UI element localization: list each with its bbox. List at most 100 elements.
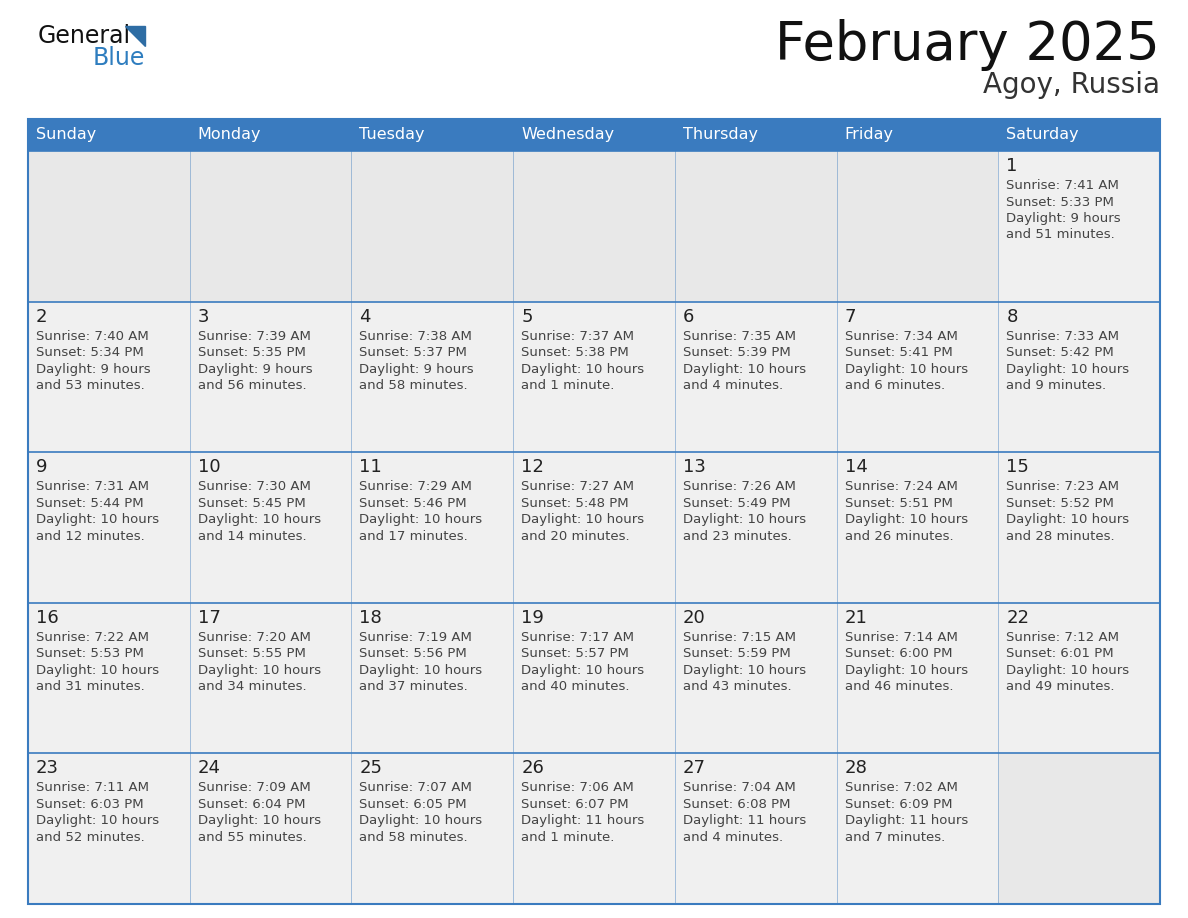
Bar xyxy=(675,754,836,904)
Text: Sunset: 5:34 PM: Sunset: 5:34 PM xyxy=(36,346,144,359)
Text: and 51 minutes.: and 51 minutes. xyxy=(1006,229,1116,241)
Text: Saturday: Saturday xyxy=(1006,128,1079,142)
Bar xyxy=(190,302,352,453)
Text: Sunset: 5:35 PM: Sunset: 5:35 PM xyxy=(197,346,305,359)
Bar xyxy=(190,453,352,603)
Text: Sunrise: 7:31 AM: Sunrise: 7:31 AM xyxy=(36,480,148,493)
Bar xyxy=(29,302,190,453)
Text: Wednesday: Wednesday xyxy=(522,128,614,142)
Text: Daylight: 10 hours: Daylight: 10 hours xyxy=(36,814,159,827)
Bar xyxy=(836,302,998,453)
Text: Sunrise: 7:22 AM: Sunrise: 7:22 AM xyxy=(36,631,148,644)
Bar xyxy=(190,603,352,754)
Text: Sunrise: 7:40 AM: Sunrise: 7:40 AM xyxy=(36,330,148,342)
Bar xyxy=(29,453,190,603)
Bar xyxy=(836,603,998,754)
Text: 12: 12 xyxy=(522,458,544,476)
Text: Sunrise: 7:15 AM: Sunrise: 7:15 AM xyxy=(683,631,796,644)
Bar xyxy=(352,754,513,904)
Text: Sunrise: 7:14 AM: Sunrise: 7:14 AM xyxy=(845,631,958,644)
Text: 3: 3 xyxy=(197,308,209,326)
Text: and 58 minutes.: and 58 minutes. xyxy=(360,831,468,844)
Text: 28: 28 xyxy=(845,759,867,778)
Text: and 28 minutes.: and 28 minutes. xyxy=(1006,530,1114,543)
Text: 5: 5 xyxy=(522,308,532,326)
Text: Sunrise: 7:39 AM: Sunrise: 7:39 AM xyxy=(197,330,310,342)
Text: Daylight: 9 hours: Daylight: 9 hours xyxy=(1006,212,1121,225)
Text: Sunset: 5:33 PM: Sunset: 5:33 PM xyxy=(1006,196,1114,208)
Bar xyxy=(190,754,352,904)
Text: Monday: Monday xyxy=(197,128,261,142)
Text: and 26 minutes.: and 26 minutes. xyxy=(845,530,953,543)
Text: Daylight: 10 hours: Daylight: 10 hours xyxy=(845,363,968,375)
Text: Sunset: 5:51 PM: Sunset: 5:51 PM xyxy=(845,497,953,509)
Text: and 12 minutes.: and 12 minutes. xyxy=(36,530,145,543)
Text: Sunset: 5:55 PM: Sunset: 5:55 PM xyxy=(197,647,305,660)
Text: and 56 minutes.: and 56 minutes. xyxy=(197,379,307,392)
Text: Daylight: 9 hours: Daylight: 9 hours xyxy=(197,363,312,375)
Text: and 43 minutes.: and 43 minutes. xyxy=(683,680,791,693)
Text: Sunday: Sunday xyxy=(36,128,96,142)
Text: Sunset: 5:49 PM: Sunset: 5:49 PM xyxy=(683,497,790,509)
Text: 18: 18 xyxy=(360,609,383,627)
Text: Daylight: 11 hours: Daylight: 11 hours xyxy=(683,814,807,827)
Text: Daylight: 10 hours: Daylight: 10 hours xyxy=(683,363,805,375)
Text: Tuesday: Tuesday xyxy=(360,128,425,142)
Text: Daylight: 11 hours: Daylight: 11 hours xyxy=(522,814,644,827)
Bar xyxy=(998,151,1159,302)
Bar xyxy=(513,151,675,302)
Text: Sunset: 6:07 PM: Sunset: 6:07 PM xyxy=(522,798,628,811)
Text: Daylight: 10 hours: Daylight: 10 hours xyxy=(1006,664,1130,677)
Text: Daylight: 10 hours: Daylight: 10 hours xyxy=(522,513,644,526)
Text: 9: 9 xyxy=(36,458,48,476)
Bar xyxy=(29,754,190,904)
Text: 21: 21 xyxy=(845,609,867,627)
Text: February 2025: February 2025 xyxy=(776,19,1159,71)
Text: 25: 25 xyxy=(360,759,383,778)
Text: Sunrise: 7:29 AM: Sunrise: 7:29 AM xyxy=(360,480,473,493)
Text: Sunrise: 7:26 AM: Sunrise: 7:26 AM xyxy=(683,480,796,493)
Text: 6: 6 xyxy=(683,308,694,326)
Text: Friday: Friday xyxy=(845,128,893,142)
Text: 7: 7 xyxy=(845,308,857,326)
Text: Sunrise: 7:27 AM: Sunrise: 7:27 AM xyxy=(522,480,634,493)
Text: Sunrise: 7:11 AM: Sunrise: 7:11 AM xyxy=(36,781,148,794)
Bar xyxy=(352,151,513,302)
Text: Sunrise: 7:02 AM: Sunrise: 7:02 AM xyxy=(845,781,958,794)
Text: and 40 minutes.: and 40 minutes. xyxy=(522,680,630,693)
Text: Sunset: 6:08 PM: Sunset: 6:08 PM xyxy=(683,798,790,811)
Text: Sunrise: 7:30 AM: Sunrise: 7:30 AM xyxy=(197,480,310,493)
Bar xyxy=(998,754,1159,904)
Text: 14: 14 xyxy=(845,458,867,476)
Text: and 53 minutes.: and 53 minutes. xyxy=(36,379,145,392)
Text: Sunset: 5:53 PM: Sunset: 5:53 PM xyxy=(36,647,144,660)
Text: Daylight: 10 hours: Daylight: 10 hours xyxy=(1006,513,1130,526)
Text: Sunrise: 7:12 AM: Sunrise: 7:12 AM xyxy=(1006,631,1119,644)
Text: Daylight: 10 hours: Daylight: 10 hours xyxy=(1006,363,1130,375)
Text: Sunset: 5:42 PM: Sunset: 5:42 PM xyxy=(1006,346,1114,359)
Text: Daylight: 10 hours: Daylight: 10 hours xyxy=(36,664,159,677)
Text: Sunrise: 7:33 AM: Sunrise: 7:33 AM xyxy=(1006,330,1119,342)
Text: 4: 4 xyxy=(360,308,371,326)
Text: Daylight: 9 hours: Daylight: 9 hours xyxy=(36,363,151,375)
Bar xyxy=(675,302,836,453)
Bar xyxy=(190,151,352,302)
Text: Sunrise: 7:20 AM: Sunrise: 7:20 AM xyxy=(197,631,310,644)
Bar xyxy=(29,119,1159,151)
Text: Sunrise: 7:23 AM: Sunrise: 7:23 AM xyxy=(1006,480,1119,493)
Bar xyxy=(998,603,1159,754)
Text: and 1 minute.: and 1 minute. xyxy=(522,831,614,844)
Text: 2: 2 xyxy=(36,308,48,326)
Bar xyxy=(836,754,998,904)
Text: Daylight: 10 hours: Daylight: 10 hours xyxy=(683,513,805,526)
Text: Sunset: 5:37 PM: Sunset: 5:37 PM xyxy=(360,346,467,359)
Text: and 58 minutes.: and 58 minutes. xyxy=(360,379,468,392)
Text: Sunrise: 7:19 AM: Sunrise: 7:19 AM xyxy=(360,631,473,644)
Text: 8: 8 xyxy=(1006,308,1018,326)
Text: and 17 minutes.: and 17 minutes. xyxy=(360,530,468,543)
Text: 26: 26 xyxy=(522,759,544,778)
Text: Sunrise: 7:04 AM: Sunrise: 7:04 AM xyxy=(683,781,796,794)
Text: Thursday: Thursday xyxy=(683,128,758,142)
Text: and 23 minutes.: and 23 minutes. xyxy=(683,530,791,543)
Bar xyxy=(836,453,998,603)
